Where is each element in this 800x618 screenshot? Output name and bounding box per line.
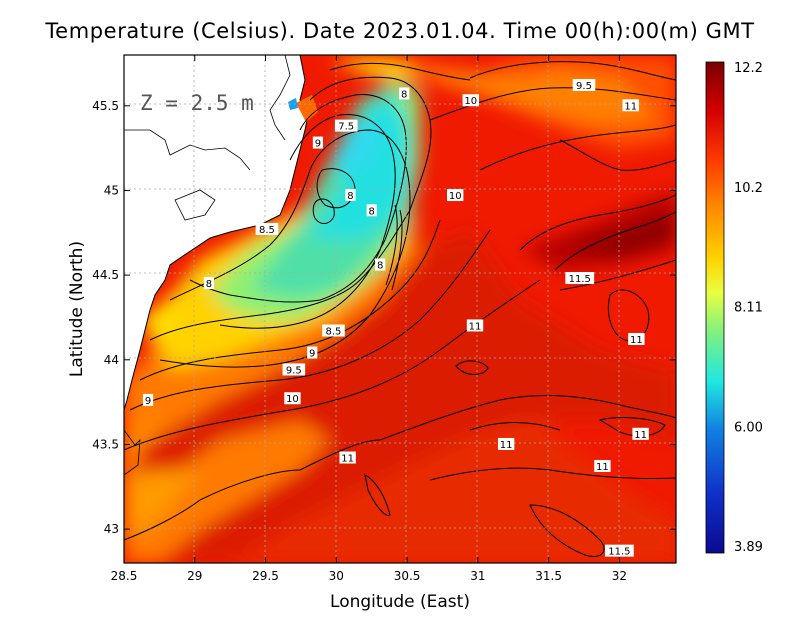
contour-label-bg bbox=[628, 332, 645, 345]
x-axis-title: Longitude (East) bbox=[330, 592, 470, 612]
contour-label-bg bbox=[594, 459, 611, 472]
contour-label-bg bbox=[284, 392, 301, 405]
colorbar-tick-label: 8.11 bbox=[734, 301, 763, 316]
colorbar-ticks: 12.2 10.2 8.11 6.00 3.89 bbox=[734, 61, 763, 555]
contour-label: 9.5 bbox=[576, 81, 592, 92]
x-tick-label: 29.5 bbox=[252, 569, 279, 583]
y-tick-label: 43 bbox=[104, 522, 119, 536]
x-tick-label: 30 bbox=[329, 569, 344, 583]
contour-label-bg bbox=[622, 99, 639, 112]
contour-label: 11 bbox=[596, 462, 609, 473]
map-title: Temperature (Celsius). Date 2023.01.04. … bbox=[44, 19, 754, 43]
contour-label-bg bbox=[334, 119, 358, 132]
contour-label-bg bbox=[399, 87, 410, 100]
contour-label-bg bbox=[466, 319, 484, 332]
contour-label-bg bbox=[572, 78, 596, 91]
colorbar-tick-label: 12.2 bbox=[734, 61, 763, 76]
y-axis-ticks: 43 43.5 44 44.5 45 45.5 bbox=[92, 99, 676, 536]
contour-label: 8 bbox=[347, 191, 353, 202]
colorbar-tick-label: 6.00 bbox=[734, 420, 763, 435]
contour-label: 8 bbox=[401, 89, 407, 100]
contour-label: 8.5 bbox=[326, 327, 342, 338]
contour-label-bg bbox=[366, 204, 377, 217]
contour-label: 10 bbox=[449, 191, 462, 202]
contour-label-bg bbox=[462, 94, 479, 107]
x-tick-label: 31 bbox=[470, 569, 485, 583]
contour-labels: 9.5 10 11 8 7.5 9 8 10 8 8.5 8 11.5 8 11 8.5 11 9 9.5 10 9 1… bbox=[142, 78, 649, 558]
x-tick-label: 28.5 bbox=[111, 569, 138, 583]
contour-label-bg bbox=[307, 346, 318, 359]
contour-label-bg bbox=[604, 544, 634, 557]
contour-label: 11 bbox=[624, 101, 637, 112]
contour-label: 9 bbox=[309, 349, 315, 360]
contour-label: 8 bbox=[377, 260, 383, 271]
contour-label-bg bbox=[282, 363, 306, 376]
contour-label-bg bbox=[375, 258, 386, 271]
x-tick-label: 30.5 bbox=[394, 569, 421, 583]
contour-label: 11 bbox=[634, 430, 647, 441]
contour-label: 10 bbox=[464, 96, 477, 107]
colorbar-tick-label: 3.89 bbox=[734, 540, 763, 555]
contour-label: 10 bbox=[286, 394, 299, 405]
colorbar-tick-label: 10.2 bbox=[734, 181, 763, 196]
contour-label-bg bbox=[345, 189, 356, 202]
x-tick-label: 31.5 bbox=[535, 569, 562, 583]
contour-label-bg bbox=[632, 427, 649, 440]
contour-label-bg bbox=[497, 437, 515, 450]
contour-label-bg bbox=[312, 136, 324, 149]
temperature-field: 9.5 10 11 8 7.5 9 8 10 8 8.5 8 11.5 8 11 8.5 11 9 9.5 10 9 1… bbox=[124, 55, 676, 563]
contour-label: 9 bbox=[315, 139, 321, 150]
contour-label: 11 bbox=[469, 321, 482, 332]
contour-label: 9 bbox=[145, 396, 151, 407]
contour-label-bg bbox=[255, 222, 279, 235]
map-frame bbox=[123, 54, 677, 564]
contour-label: 11 bbox=[500, 440, 513, 451]
contour-label-bg bbox=[339, 451, 356, 464]
contour-label-bg bbox=[447, 189, 464, 202]
contour-label-bg bbox=[565, 272, 595, 285]
depth-label: Z = 2.5 m bbox=[140, 91, 254, 115]
x-tick-label: 32 bbox=[612, 569, 627, 583]
y-tick-label: 44.5 bbox=[92, 268, 119, 282]
contour-label: 11 bbox=[630, 335, 643, 346]
contour-label-bg bbox=[203, 277, 215, 290]
contour-label-bg bbox=[322, 324, 345, 337]
colorbar bbox=[705, 61, 725, 554]
map-gridlines bbox=[124, 55, 676, 563]
contour-label: 11.5 bbox=[608, 547, 630, 558]
contour-label: 8 bbox=[369, 206, 375, 217]
contour-label: 7.5 bbox=[338, 122, 354, 133]
contour-label-bg bbox=[142, 393, 154, 406]
contour-label: 8.5 bbox=[259, 225, 275, 236]
y-tick-label: 43.5 bbox=[92, 437, 119, 451]
y-axis-title: Latitude (North) bbox=[67, 241, 87, 377]
x-axis-ticks: 28.5 29 29.5 30 30.5 31 31.5 32 bbox=[111, 55, 627, 583]
contour-label: 9.5 bbox=[286, 365, 302, 376]
x-tick-label: 29 bbox=[187, 569, 202, 583]
y-tick-label: 44 bbox=[104, 353, 119, 367]
contour-label: 11 bbox=[341, 454, 354, 465]
contour-label: 8 bbox=[206, 279, 212, 290]
y-tick-label: 45 bbox=[104, 183, 119, 197]
contour-label: 11.5 bbox=[569, 274, 591, 285]
y-tick-label: 45.5 bbox=[92, 99, 119, 113]
